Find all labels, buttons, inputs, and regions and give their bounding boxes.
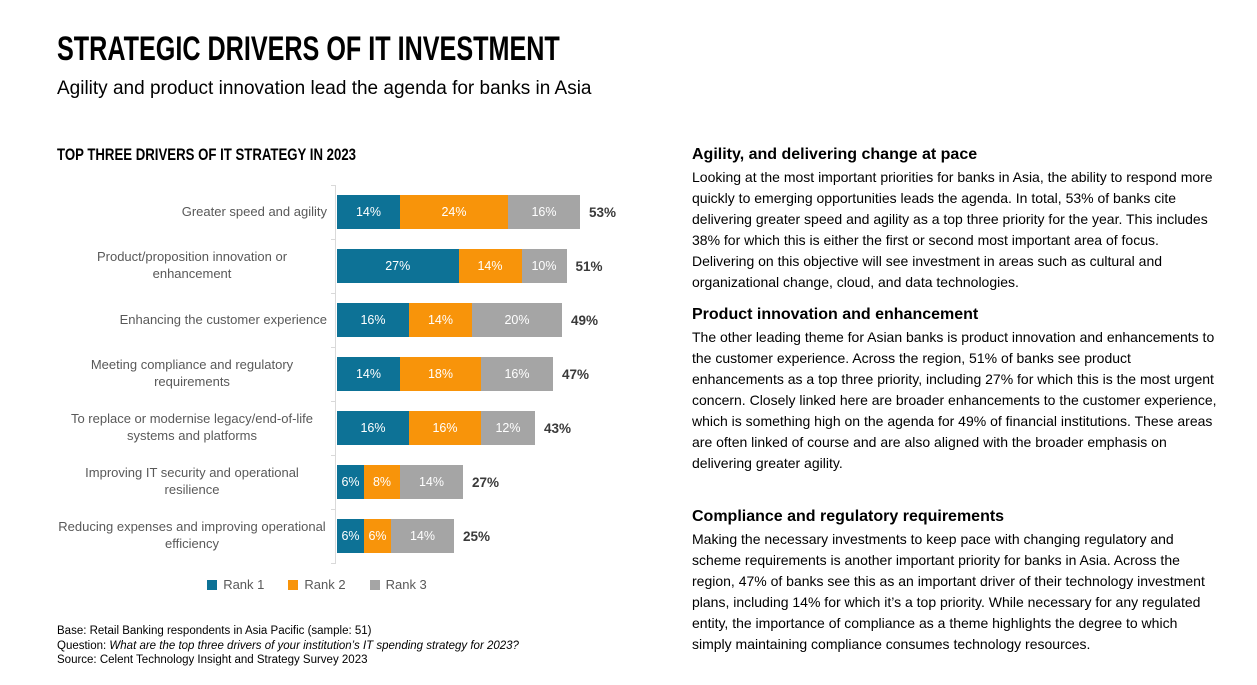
category-label-text: Enhancing the customer experience xyxy=(119,311,327,327)
bar-segment-rank-3: 14% xyxy=(400,465,463,499)
axis-tick xyxy=(331,455,336,456)
bar-segment-rank-2: 8% xyxy=(364,465,400,499)
bar-plot: 27% 14% 10% 51% xyxy=(337,239,603,293)
stacked-bar-chart: Greater speed and agility 14% 24% 16% 53% Pro… xyxy=(57,185,622,564)
category-label: Meeting compliance and regulatory requir… xyxy=(57,347,336,401)
note-question: Question: What are the top three drivers… xyxy=(57,639,622,654)
commentary-section-3: Compliance and regulatory requirements Ma… xyxy=(692,508,1219,655)
legend-label: Rank 3 xyxy=(385,577,427,592)
category-label-text: To replace or modernise legacy/end-of-li… xyxy=(70,411,314,443)
bar-plot: 16% 14% 20% 49% xyxy=(337,293,598,347)
bar-segment-rank-1: 6% xyxy=(337,519,364,553)
category-label: Greater speed and agility xyxy=(57,185,336,239)
bar-total-label: 47% xyxy=(562,366,590,382)
y-axis-line xyxy=(335,185,336,563)
bar-segment-rank-1: 27% xyxy=(337,249,459,283)
commentary-pane: Agility, and delivering change at pace Lo… xyxy=(692,146,1219,655)
category-label: To replace or modernise legacy/end-of-li… xyxy=(57,401,336,455)
axis-tick xyxy=(331,509,336,510)
bar-plot: 16% 16% 12% 43% xyxy=(337,401,571,455)
bar-total-label: 27% xyxy=(472,474,500,490)
bar-row: Product/proposition innovation or enhanc… xyxy=(57,239,622,293)
category-label: Reducing expenses and improving operatio… xyxy=(57,509,336,563)
bar-segment-rank-2: 24% xyxy=(400,195,508,229)
legend-swatch xyxy=(207,579,218,590)
axis-tick xyxy=(331,563,336,564)
bar-segment-rank-3: 10% xyxy=(521,249,567,283)
axis-tick xyxy=(331,401,336,402)
bar-row: Meeting compliance and regulatory requir… xyxy=(57,347,622,401)
note-source: Source: Celent Technology Insight and St… xyxy=(57,654,368,666)
bar-segment-rank-2: 6% xyxy=(364,519,391,553)
section-body: Looking at the most important priorities… xyxy=(692,169,1213,290)
section-body: The other leading theme for Asian banks … xyxy=(692,329,1217,471)
bar-total-label: 25% xyxy=(463,528,491,544)
bar-segment-rank-3: 16% xyxy=(508,195,580,229)
chart-title: TOP THREE DRIVERS OF IT STRATEGY IN 2023 xyxy=(57,146,357,164)
bar-segment-rank-1: 16% xyxy=(337,411,409,445)
bar-row: To replace or modernise legacy/end-of-li… xyxy=(57,401,622,455)
category-label: Product/proposition innovation or enhanc… xyxy=(57,239,336,293)
chart-legend: Rank 1 Rank 2 Rank 3 xyxy=(57,577,577,592)
bar-segment-rank-2: 18% xyxy=(400,357,481,391)
bar-segment-rank-3: 20% xyxy=(472,303,562,337)
section-body: Making the necessary investments to keep… xyxy=(692,531,1205,652)
bar-segment-rank-3: 16% xyxy=(481,357,553,391)
bar-total-label: 49% xyxy=(571,312,599,328)
legend-item-rank-1: Rank 1 xyxy=(207,577,264,592)
page-subtitle: Agility and product innovation lead the … xyxy=(57,78,592,99)
bar-segment-rank-3: 14% xyxy=(391,519,454,553)
bar-segment-rank-1: 6% xyxy=(337,465,364,499)
bar-segment-rank-1: 14% xyxy=(337,195,400,229)
category-label-text: Improving IT security and operational re… xyxy=(85,465,299,497)
bar-row: Improving IT security and operational re… xyxy=(57,455,622,509)
axis-tick xyxy=(331,239,336,240)
bar-total-label: 53% xyxy=(589,204,617,220)
chart-footnotes: Base: Retail Banking respondents in Asia… xyxy=(57,624,622,668)
bar-plot: 14% 24% 16% 53% xyxy=(337,185,616,239)
legend-label: Rank 2 xyxy=(304,577,346,592)
bar-segment-rank-3: 12% xyxy=(481,411,535,445)
bar-row: Greater speed and agility 14% 24% 16% 53% xyxy=(57,185,622,239)
note-question-text: What are the top three drivers of your i… xyxy=(109,639,519,652)
legend-swatch xyxy=(288,579,299,590)
chart-section: TOP THREE DRIVERS OF IT STRATEGY IN 2023… xyxy=(57,146,622,668)
page-title: STRATEGIC DRIVERS OF IT INVESTMENT xyxy=(57,30,560,68)
axis-tick xyxy=(331,347,336,348)
note-question-label: Question: xyxy=(57,639,110,652)
bar-segment-rank-1: 16% xyxy=(337,303,409,337)
section-heading: Product innovation and enhancement xyxy=(692,306,979,323)
bar-segment-rank-2: 14% xyxy=(409,303,472,337)
note-base: Base: Retail Banking respondents in Asia… xyxy=(57,625,372,637)
bar-plot: 14% 18% 16% 47% xyxy=(337,347,589,401)
bar-row: Reducing expenses and improving operatio… xyxy=(57,509,622,563)
bar-total-label: 51% xyxy=(575,258,603,274)
bar-row: Enhancing the customer experience 16% 14% 2… xyxy=(57,293,622,347)
category-label-text: Greater speed and agility xyxy=(181,203,327,219)
bar-segment-rank-2: 16% xyxy=(409,411,481,445)
category-label-text: Reducing expenses and improving operatio… xyxy=(58,519,326,551)
bar-plot: 6% 8% 14% 27% xyxy=(337,455,499,509)
legend-item-rank-2: Rank 2 xyxy=(288,577,346,592)
commentary-section-1: Agility, and delivering change at pace Lo… xyxy=(692,146,1219,293)
bar-total-label: 43% xyxy=(544,420,572,436)
section-heading: Agility, and delivering change at pace xyxy=(692,146,978,163)
category-label: Improving IT security and operational re… xyxy=(57,455,336,509)
axis-tick xyxy=(331,293,336,294)
bar-segment-rank-2: 14% xyxy=(458,249,522,283)
legend-swatch xyxy=(369,579,380,590)
section-heading: Compliance and regulatory requirements xyxy=(692,508,1005,525)
legend-label: Rank 1 xyxy=(223,577,265,592)
category-label: Enhancing the customer experience xyxy=(57,293,336,347)
commentary-section-2: Product innovation and enhancement The ot… xyxy=(692,306,1219,474)
bar-plot: 6% 6% 14% 25% xyxy=(337,509,490,563)
bar-segment-rank-1: 14% xyxy=(337,357,400,391)
report-header: STRATEGIC DRIVERS OF IT INVESTMENT Agili… xyxy=(57,30,736,101)
axis-tick xyxy=(331,185,336,186)
category-label-text: Product/proposition innovation or enhanc… xyxy=(96,249,288,281)
category-label-text: Meeting compliance and regulatory requir… xyxy=(90,357,294,389)
legend-item-rank-3: Rank 3 xyxy=(369,577,427,592)
